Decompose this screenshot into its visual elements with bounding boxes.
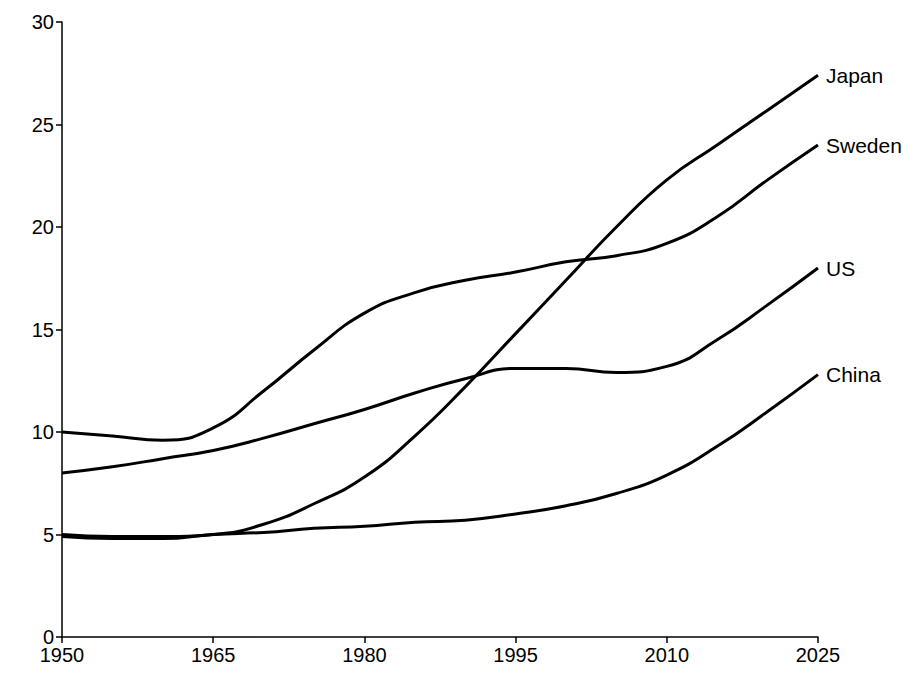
svg-text:25: 25 <box>32 114 54 136</box>
svg-text:2010: 2010 <box>645 644 690 666</box>
svg-text:0: 0 <box>42 626 54 648</box>
svg-text:1995: 1995 <box>493 644 538 666</box>
svg-text:15: 15 <box>32 319 54 341</box>
svg-text:Japan: Japan <box>826 64 883 87</box>
svg-text:20: 20 <box>32 216 54 238</box>
svg-text:US: US <box>826 257 855 280</box>
svg-text:30: 30 <box>32 11 54 33</box>
svg-text:1980: 1980 <box>342 644 387 666</box>
svg-text:2025: 2025 <box>796 644 841 666</box>
svg-text:1950: 1950 <box>40 644 85 666</box>
svg-text:5: 5 <box>43 524 54 546</box>
svg-text:Sweden: Sweden <box>826 134 902 157</box>
svg-text:China: China <box>826 363 881 386</box>
svg-text:10: 10 <box>32 421 54 443</box>
svg-text:1965: 1965 <box>191 644 236 666</box>
